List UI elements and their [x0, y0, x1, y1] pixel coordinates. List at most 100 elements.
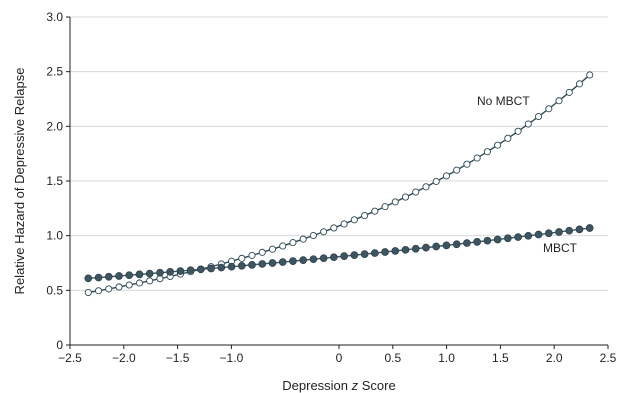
- data-point: [319, 254, 328, 263]
- data-point: [361, 212, 369, 220]
- data-point: [494, 141, 502, 149]
- series-layer: [84, 71, 594, 297]
- data-point: [391, 198, 399, 206]
- data-point: [463, 160, 471, 168]
- data-point: [493, 235, 502, 244]
- data-point: [422, 243, 430, 252]
- series-no-mbct: [84, 71, 594, 297]
- data-point: [227, 262, 236, 271]
- data-point: [299, 235, 307, 243]
- data-point: [84, 288, 92, 297]
- data-point: [442, 241, 451, 250]
- data-point: [544, 229, 553, 238]
- x-tick-label: 1.5: [492, 351, 509, 365]
- data-point: [534, 230, 543, 239]
- data-point: [320, 228, 328, 236]
- data-point: [483, 236, 492, 245]
- data-point: [442, 172, 451, 180]
- data-point: [371, 207, 379, 215]
- data-point: [452, 240, 461, 249]
- data-point: [299, 256, 308, 264]
- data-point: [545, 105, 553, 113]
- y-axis-ticks: 0 0.5 1.0 1.5 2.0 2.5 3.0: [46, 10, 70, 352]
- data-point: [524, 120, 532, 128]
- x-axis-title: Depression z Score: [282, 378, 395, 393]
- x-tick-label: 0.5: [384, 351, 401, 365]
- y-axis-title: Relative Hazard of Depressive Relapse: [12, 68, 27, 295]
- series-mbct: [84, 224, 594, 283]
- data-point: [135, 279, 144, 287]
- data-point: [115, 283, 123, 291]
- data-point: [289, 257, 297, 265]
- data-point: [350, 251, 359, 259]
- x-tick-label: 2.5: [600, 351, 617, 365]
- data-point: [268, 245, 277, 253]
- y-tick-label: 0.5: [46, 283, 63, 297]
- data-point: [268, 259, 277, 267]
- data-point: [503, 234, 512, 243]
- data-point: [586, 71, 594, 79]
- data-point: [94, 273, 103, 282]
- data-point: [186, 266, 195, 275]
- x-tick-label: −1.0: [220, 351, 244, 365]
- data-point: [237, 261, 246, 270]
- data-point: [125, 281, 133, 289]
- data-point: [514, 127, 522, 135]
- data-point: [432, 177, 440, 185]
- data-point: [432, 242, 441, 251]
- data-point: [555, 228, 563, 236]
- data-point: [514, 233, 522, 241]
- data-point: [381, 203, 389, 211]
- x-tick-label: 1.0: [438, 351, 455, 365]
- data-point: [258, 260, 267, 268]
- x-axis-title-suffix: Score: [358, 378, 396, 393]
- data-point: [473, 154, 481, 162]
- data-point: [360, 250, 369, 258]
- data-point: [207, 264, 215, 273]
- data-point: [330, 224, 338, 232]
- data-point: [146, 277, 154, 285]
- y-tick-label: 1.5: [46, 174, 63, 188]
- data-point: [575, 225, 584, 234]
- data-point: [248, 251, 256, 259]
- data-point: [330, 253, 338, 262]
- x-axis-title-prefix: Depression: [282, 378, 351, 393]
- y-tick-label: 0: [56, 338, 63, 352]
- data-point: [565, 226, 574, 235]
- data-point: [575, 80, 584, 88]
- data-point: [145, 269, 154, 278]
- x-tick-label: −2.0: [112, 351, 136, 365]
- data-point: [166, 268, 175, 276]
- data-point: [156, 268, 164, 277]
- y-tick-label: 3.0: [46, 10, 63, 24]
- series-label-mbct: MBCT: [543, 241, 578, 255]
- data-point: [104, 272, 113, 281]
- data-point: [585, 224, 594, 232]
- data-point: [412, 188, 420, 196]
- data-point: [391, 247, 400, 255]
- data-point: [422, 183, 430, 191]
- x-tick-label: 2.0: [546, 351, 563, 365]
- data-point: [289, 239, 297, 247]
- data-point: [248, 261, 256, 269]
- data-point: [258, 248, 266, 256]
- data-point: [309, 231, 317, 240]
- data-point: [84, 274, 93, 283]
- data-point: [176, 267, 185, 275]
- data-point: [504, 134, 512, 142]
- data-point: [278, 258, 287, 266]
- x-tick-label: 0: [336, 351, 343, 365]
- data-point: [197, 265, 205, 274]
- data-point: [411, 244, 420, 253]
- data-point: [115, 272, 123, 280]
- x-tick-label: −2.5: [58, 351, 82, 365]
- data-point: [565, 88, 573, 96]
- x-tick-label: −1.5: [166, 351, 190, 365]
- data-point: [555, 97, 563, 105]
- data-point: [534, 112, 543, 121]
- x-axis-ticks: −2.5 −2.0 −1.5 −1.0 0 0.5 1.0 1.5 2.0 2.5: [58, 345, 617, 365]
- data-point: [125, 271, 134, 280]
- data-point: [483, 148, 491, 156]
- data-point: [94, 287, 103, 295]
